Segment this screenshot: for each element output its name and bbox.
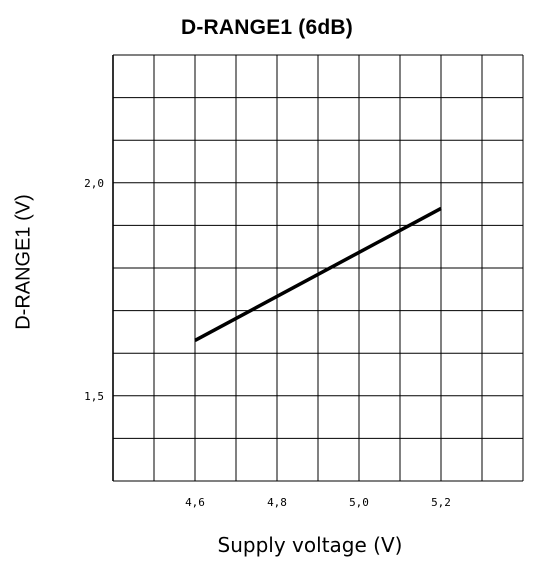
x-axis-label: Supply voltage (V) [217,533,403,557]
tick-labels: 4,6 4,8 5,0 5,2 2,0 1,5 [84,177,451,509]
y-tick-label: 2,0 [84,177,104,190]
x-tick-label: 4,8 [267,496,287,509]
x-tick-label: 5,0 [349,496,369,509]
y-axis-label: D-RANGE1 (V) [12,194,35,330]
series-group [194,206,442,342]
x-tick-label: 4,6 [185,496,205,509]
chart-title: D-RANGE1 (6dB) [181,16,353,39]
grid [112,54,524,482]
series-line [194,206,442,342]
x-tick-label: 5,2 [431,496,451,509]
y-tick-label: 1,5 [84,390,104,403]
